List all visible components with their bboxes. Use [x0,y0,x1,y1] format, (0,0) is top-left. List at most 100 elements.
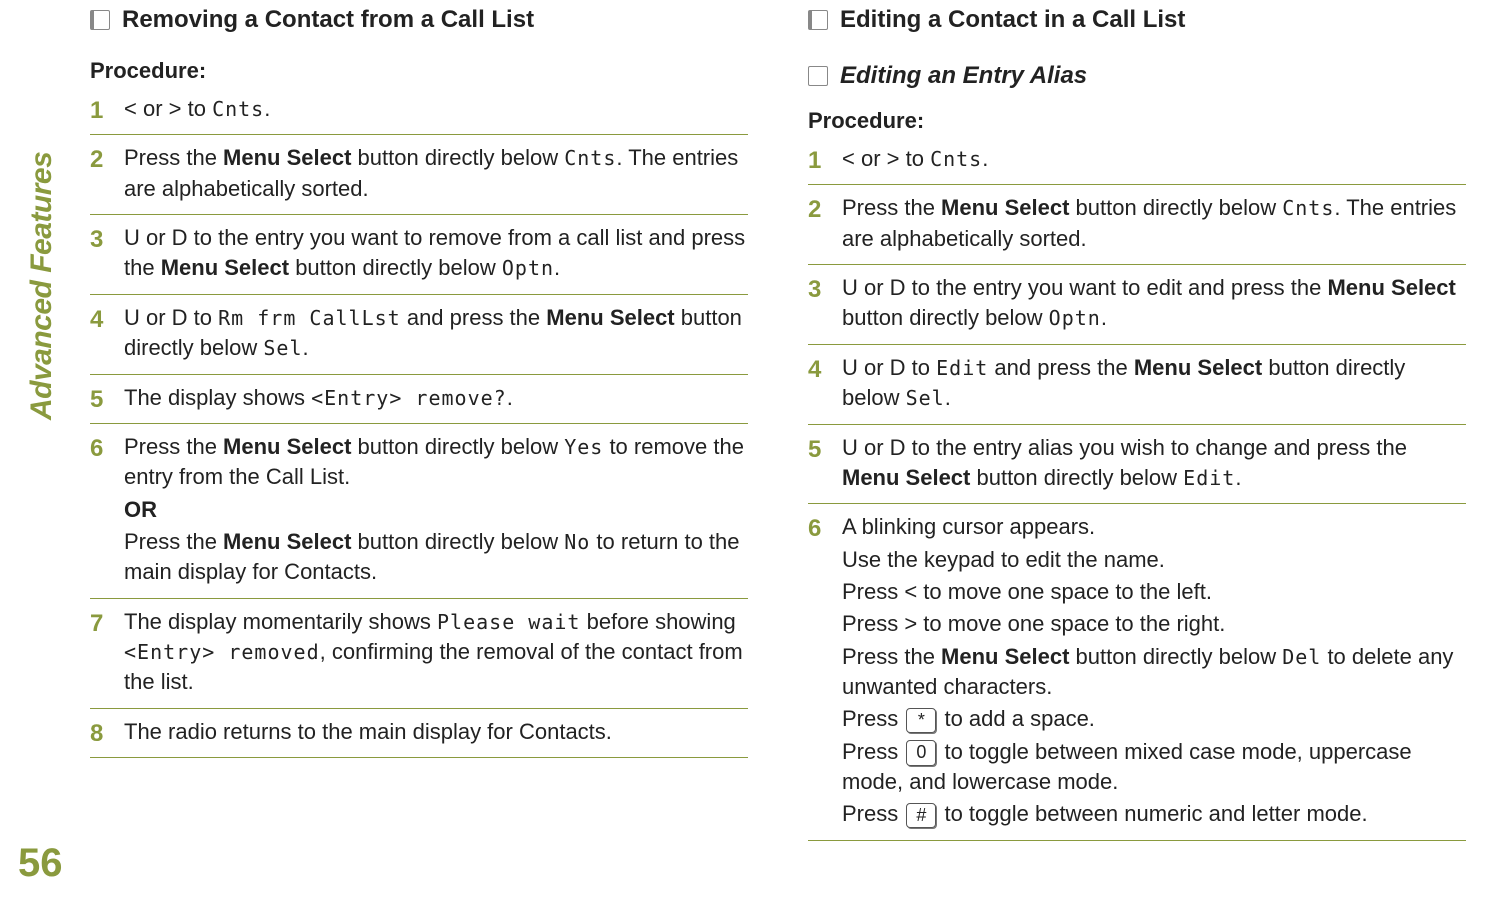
mono-text: Edit [936,356,988,380]
mono-text: Sel [906,386,945,410]
step-4: U or D to Edit and press the Menu Select… [808,345,1466,425]
step-text: . [554,255,560,280]
step-text: . [982,146,988,171]
left-column: Removing a Contact from a Call List Proc… [90,0,748,898]
step-text: and press the [401,305,547,330]
step-text: button directly below [1069,644,1282,669]
left-steps: < or > to Cnts. Press the Menu Select bu… [90,92,748,758]
step-6: A blinking cursor appears. Use the keypa… [808,504,1466,841]
mono-text: Edit [1183,466,1235,490]
step-text: Press [842,706,904,731]
step-text: button directly below [842,305,1049,330]
step-text: Press [842,739,904,764]
step-text: A blinking cursor appears. [842,514,1095,539]
step-text: Press the [842,644,941,669]
step-line: Press 0 to toggle between mixed case mod… [842,737,1466,798]
procedure-label: Procedure: [90,58,748,84]
bold-text: Menu Select [223,434,351,459]
step-text: to add a space. [938,706,1095,731]
bold-text: Menu Select [842,465,970,490]
step-text: The radio returns to the main display fo… [124,719,612,744]
step-text: . [507,385,513,410]
step-2: Press the Menu Select button directly be… [90,135,748,215]
bold-text: Menu Select [1327,275,1455,300]
step-2: Press the Menu Select button directly be… [808,185,1466,265]
mono-text: Cnts [564,146,616,170]
step-6: Press the Menu Select button directly be… [90,424,748,599]
bold-text: Menu Select [546,305,674,330]
step-3: U or D to the entry you want to remove f… [90,215,748,295]
step-5: The display shows <Entry> remove?. [90,375,748,424]
step-text: and press the [988,355,1134,380]
step-line: Press * to add a space. [842,704,1466,734]
key-zero: 0 [906,740,936,766]
step-text: to toggle between numeric and letter mod… [938,801,1367,826]
mono-text: <Entry> removed [124,640,320,664]
step-text: U or D to [124,305,218,330]
step-text: U or D to the entry you want to edit and… [842,275,1327,300]
mono-text: Cnts [930,147,982,171]
step-1: < or > to Cnts. [808,142,1466,185]
step-4: U or D to Rm frm CallLst and press the M… [90,295,748,375]
book-icon [90,10,110,30]
mono-text: Del [1282,645,1321,669]
key-star: * [906,708,936,734]
step-text: . [1101,305,1107,330]
step-text: Press the [842,195,941,220]
step-3: U or D to the entry you want to edit and… [808,265,1466,345]
step-7: The display momentarily shows Please wai… [90,599,748,709]
right-steps: < or > to Cnts. Press the Menu Select bu… [808,142,1466,841]
right-section-title: Editing a Contact in a Call List [808,6,1466,34]
step-text: button directly below [1069,195,1282,220]
step-text: before showing [580,609,735,634]
step-text: Press [842,801,904,826]
step-text: Press the [124,145,223,170]
right-subtitle: Editing an Entry Alias [808,62,1466,90]
step-line: Press > to move one space to the right. [842,609,1466,639]
step-text: . [945,385,951,410]
step-text: < or > to [124,96,212,121]
right-title-text: Editing a Contact in a Call List [840,6,1185,34]
left-section-title: Removing a Contact from a Call List [90,6,748,34]
step-line: Press the Menu Select button directly be… [842,642,1466,703]
bold-text: Menu Select [223,529,351,554]
step-text: button directly below [351,529,564,554]
step-text: < or > to [842,146,930,171]
mono-text: Cnts [212,97,264,121]
bold-text: Menu Select [1134,355,1262,380]
bold-text: Menu Select [941,644,1069,669]
step-5: U or D to the entry alias you wish to ch… [808,425,1466,505]
mono-text: Cnts [1282,196,1334,220]
step-alt: Press the Menu Select button directly be… [124,527,748,588]
step-line: Use the keypad to edit the name. [842,545,1466,575]
mono-text: Sel [263,336,302,360]
step-text: . [303,335,309,360]
step-text: U or D to the entry alias you wish to ch… [842,435,1407,460]
step-text: The display shows [124,385,311,410]
step-text: U or D to [842,355,936,380]
step-text: . [1235,465,1241,490]
book-icon [808,66,828,86]
step-line: Press < to move one space to the left. [842,577,1466,607]
procedure-label: Procedure: [808,108,1466,134]
bold-text: Menu Select [223,145,351,170]
step-text: button directly below [351,145,564,170]
step-text: button directly below [351,434,564,459]
mono-text: No [564,530,590,554]
step-line: Press # to toggle between numeric and le… [842,799,1466,829]
mono-text: Yes [564,435,603,459]
step-text: button directly below [289,255,502,280]
or-label: OR [124,495,748,525]
bold-text: Menu Select [161,255,289,280]
step-text: The display momentarily shows [124,609,437,634]
right-column: Editing a Contact in a Call List Editing… [808,0,1466,898]
bold-text: Menu Select [941,195,1069,220]
side-section-label: Advanced Features [25,152,59,420]
page-content: Removing a Contact from a Call List Proc… [0,0,1506,898]
mono-text: Optn [502,256,554,280]
mono-text: Optn [1049,306,1101,330]
key-hash: # [906,803,936,829]
book-icon [808,10,828,30]
page-number: 56 [18,841,63,886]
mono-text: Please wait [437,610,580,634]
